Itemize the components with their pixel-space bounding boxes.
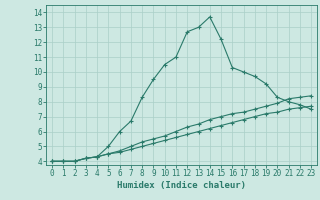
- X-axis label: Humidex (Indice chaleur): Humidex (Indice chaleur): [117, 181, 246, 190]
